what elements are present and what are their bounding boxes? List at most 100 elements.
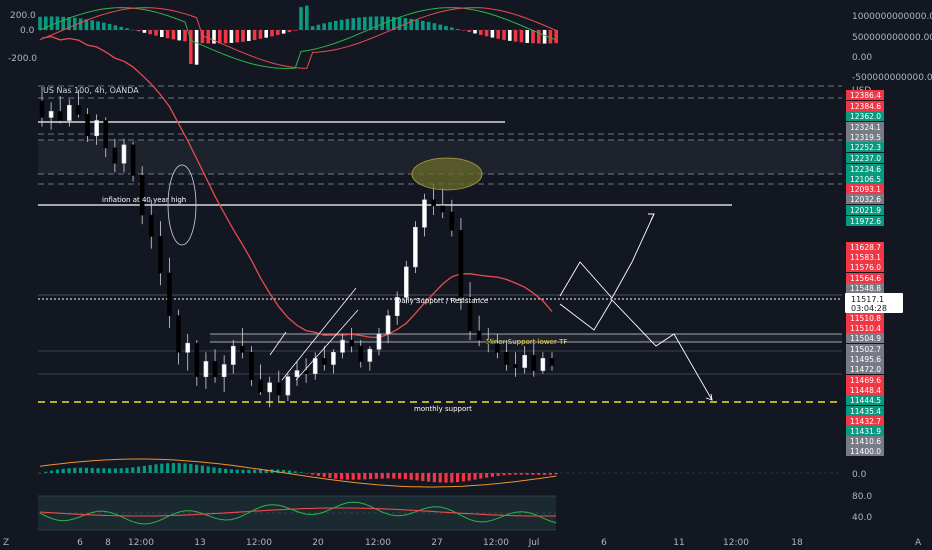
candle-body[interactable] bbox=[495, 342, 500, 353]
osc-bar bbox=[137, 466, 141, 473]
candle-body[interactable] bbox=[112, 147, 118, 164]
time-axis[interactable]: Z A 6 8 12:00 13 12:00 20 12:00 27 12:00 Jul 6 11 12… bbox=[3, 538, 922, 548]
osc-bar bbox=[432, 473, 436, 483]
candle-body[interactable] bbox=[221, 364, 227, 377]
bearish-projection-path[interactable] bbox=[559, 299, 713, 401]
candle-body[interactable] bbox=[158, 236, 163, 274]
candle-body[interactable] bbox=[367, 348, 373, 362]
candle-body[interactable] bbox=[458, 230, 464, 298]
candle-body[interactable] bbox=[449, 211, 455, 231]
osc-bar bbox=[247, 469, 251, 473]
candle-body[interactable] bbox=[431, 199, 436, 207]
candle-body[interactable] bbox=[340, 339, 345, 353]
candle-body[interactable] bbox=[103, 120, 109, 149]
osc-bar bbox=[450, 473, 454, 483]
osc-bar bbox=[502, 473, 506, 476]
symbol-title[interactable]: US Nas 100, 4h, OANDA bbox=[43, 86, 139, 95]
price-tag bbox=[846, 283, 884, 293]
candle-body[interactable] bbox=[385, 315, 391, 335]
candle-body[interactable] bbox=[312, 358, 318, 374]
trendline-3[interactable] bbox=[269, 331, 287, 356]
candle-body[interactable] bbox=[39, 100, 45, 118]
time-axis-right-corner[interactable]: A bbox=[915, 538, 922, 548]
price-tag-label: 12093.1 bbox=[850, 185, 881, 194]
candle-body[interactable] bbox=[185, 342, 191, 353]
candle-body[interactable] bbox=[422, 199, 427, 228]
annotation-minor-support[interactable]: Minor Support lower TF bbox=[486, 338, 567, 346]
candle-body[interactable] bbox=[94, 120, 99, 137]
macd-bar bbox=[67, 17, 71, 30]
candle-body[interactable] bbox=[176, 315, 181, 353]
candle-body[interactable] bbox=[57, 111, 63, 121]
bullish-projection-path[interactable] bbox=[559, 213, 655, 299]
candle-body[interactable] bbox=[403, 266, 409, 298]
candle-body[interactable] bbox=[349, 339, 354, 347]
time-label: Jul bbox=[528, 538, 540, 548]
candle-body[interactable] bbox=[249, 351, 254, 381]
candle-body[interactable] bbox=[258, 379, 263, 393]
candle-body[interactable] bbox=[331, 351, 336, 365]
trendline-2[interactable] bbox=[295, 309, 359, 381]
candle-body[interactable] bbox=[303, 370, 309, 374]
time-axis-left-corner[interactable]: Z bbox=[3, 538, 9, 548]
osc-bar bbox=[224, 468, 228, 473]
candle-body[interactable] bbox=[540, 358, 546, 371]
current-price-box[interactable] bbox=[845, 293, 903, 313]
candle-body[interactable] bbox=[67, 104, 72, 121]
price-tag bbox=[846, 153, 884, 163]
candle-body[interactable] bbox=[485, 339, 491, 344]
candle-body[interactable] bbox=[139, 175, 145, 216]
candle-body[interactable] bbox=[513, 364, 518, 368]
macd-bar bbox=[496, 30, 500, 39]
time-label: 27 bbox=[431, 538, 442, 548]
candle-body[interactable] bbox=[240, 345, 245, 353]
osc-bar bbox=[38, 473, 42, 474]
candle-body[interactable] bbox=[267, 382, 272, 393]
candle-body[interactable] bbox=[76, 104, 81, 115]
candle-body[interactable] bbox=[48, 111, 54, 118]
price-panel[interactable]: inflation at 40 year high Daily Support … bbox=[38, 35, 842, 414]
candle-body[interactable] bbox=[322, 358, 327, 365]
macd-tick-0: 0.0 bbox=[20, 26, 35, 36]
candle-body[interactable] bbox=[467, 297, 473, 332]
candle-body[interactable] bbox=[203, 361, 209, 378]
annotation-daily-sr[interactable]: Daily Support / Resistance bbox=[396, 297, 488, 305]
candle-body[interactable] bbox=[549, 358, 555, 366]
osc-bar bbox=[96, 468, 100, 473]
candle-body[interactable] bbox=[85, 114, 90, 137]
candle-body[interactable] bbox=[194, 342, 200, 377]
candle-body[interactable] bbox=[121, 144, 127, 164]
candle-body[interactable] bbox=[504, 351, 509, 365]
candle-body[interactable] bbox=[148, 214, 154, 237]
candle-body[interactable] bbox=[130, 144, 136, 176]
candle-body[interactable] bbox=[167, 272, 172, 317]
candle-body[interactable] bbox=[358, 345, 364, 362]
macd-bar bbox=[131, 29, 135, 31]
candle-body[interactable] bbox=[522, 355, 527, 368]
annotation-monthly-support[interactable]: monthly support bbox=[414, 405, 472, 413]
annotation-inflation[interactable]: inflation at 40 year high bbox=[102, 196, 186, 204]
current-price: 11517.1 bbox=[851, 295, 884, 304]
candle-body[interactable] bbox=[394, 297, 400, 316]
candle-body[interactable] bbox=[440, 205, 446, 213]
candle-body[interactable] bbox=[376, 333, 382, 350]
candle-body[interactable] bbox=[476, 330, 482, 341]
price-axis[interactable]: USD 12386.412384.612362.012324.112319.51… bbox=[845, 86, 903, 456]
candle-body[interactable] bbox=[531, 355, 537, 371]
osc-bar bbox=[508, 473, 512, 475]
top-highlight-ellipse[interactable] bbox=[411, 157, 483, 191]
macd-bar bbox=[415, 19, 419, 30]
macd-bar bbox=[513, 30, 518, 42]
candle-body[interactable] bbox=[413, 226, 418, 268]
candle-body[interactable] bbox=[230, 345, 236, 365]
candle-body[interactable] bbox=[276, 382, 282, 396]
price-tag-label: 11431.9 bbox=[850, 427, 881, 436]
candle-body[interactable] bbox=[285, 376, 291, 396]
price-tag-label: 11576.0 bbox=[850, 263, 881, 272]
candle-body[interactable] bbox=[294, 370, 300, 378]
price-tag-label: 12252.3 bbox=[850, 143, 881, 152]
trendline-1[interactable] bbox=[281, 287, 357, 381]
candle-body[interactable] bbox=[212, 361, 218, 378]
drop-ellipse[interactable] bbox=[167, 164, 197, 246]
